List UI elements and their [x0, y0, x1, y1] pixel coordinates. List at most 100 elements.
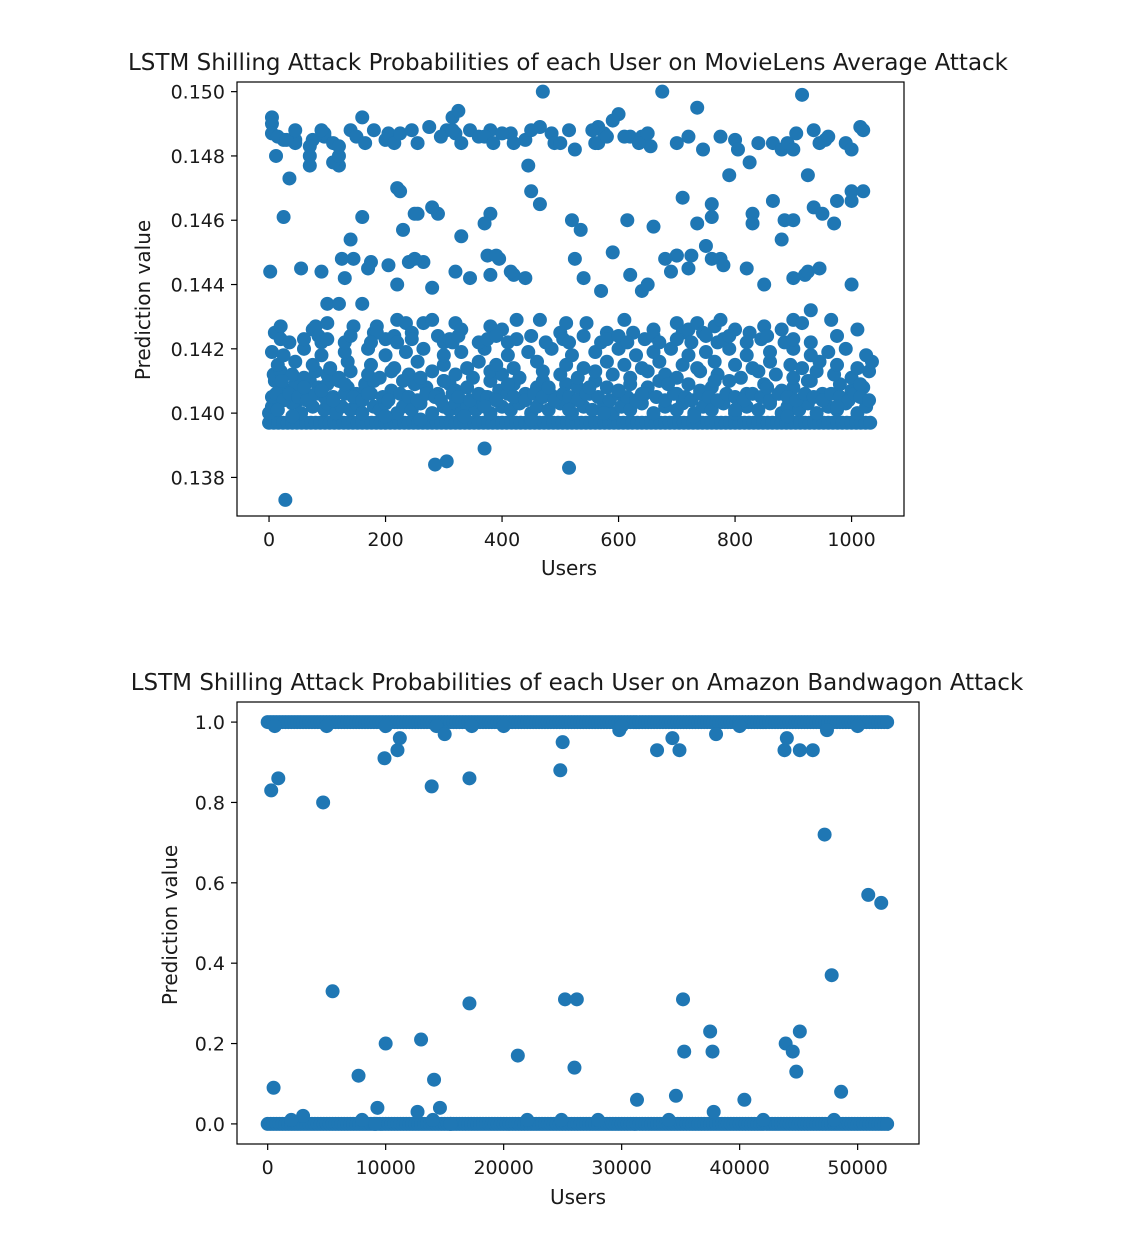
- data-point: [675, 190, 690, 205]
- data-point: [398, 345, 413, 360]
- data-point: [786, 332, 801, 347]
- data-point: [681, 129, 696, 144]
- data-point: [643, 139, 658, 154]
- data-point: [803, 335, 818, 350]
- data-point: [325, 984, 340, 999]
- data-point: [707, 354, 722, 369]
- data-point: [433, 393, 448, 408]
- data-point: [351, 1068, 366, 1083]
- data-point: [880, 715, 895, 730]
- data-point: [562, 460, 577, 475]
- data-point: [288, 123, 303, 138]
- data-point: [390, 335, 405, 350]
- points-layer: [260, 715, 895, 1131]
- x-tick-label: 10000: [355, 1157, 415, 1179]
- data-point: [361, 386, 376, 401]
- data-point: [850, 361, 865, 376]
- data-point: [800, 373, 815, 388]
- data-point: [634, 361, 649, 376]
- data-point: [396, 373, 411, 388]
- data-point: [620, 335, 635, 350]
- data-point: [745, 206, 760, 221]
- data-point: [424, 779, 439, 794]
- data-point: [267, 719, 282, 734]
- data-point: [730, 142, 745, 157]
- data-point: [620, 213, 635, 228]
- data-point: [704, 197, 719, 212]
- data-point: [663, 264, 678, 279]
- data-point: [665, 731, 680, 746]
- data-point: [483, 373, 498, 388]
- data-point: [425, 364, 440, 379]
- data-point: [279, 132, 294, 147]
- data-point: [830, 357, 845, 372]
- data-point: [271, 771, 286, 786]
- data-point: [518, 271, 533, 286]
- x-tick-label: 50000: [827, 1157, 887, 1179]
- data-point: [404, 332, 419, 347]
- data-point: [821, 345, 836, 360]
- data-point: [722, 373, 737, 388]
- data-point: [817, 827, 832, 842]
- data-point: [532, 312, 547, 327]
- data-point: [856, 123, 871, 138]
- data-point: [850, 322, 865, 337]
- data-point: [477, 399, 492, 414]
- data-point: [366, 123, 381, 138]
- data-point: [824, 312, 839, 327]
- y-axis-label: Prediction value: [131, 220, 155, 380]
- data-point: [617, 357, 632, 372]
- data-point: [617, 312, 632, 327]
- points-layer: [262, 84, 879, 507]
- y-tick-label: 0.138: [171, 467, 225, 489]
- data-point: [436, 357, 451, 372]
- data-point: [631, 136, 646, 151]
- data-point: [844, 277, 859, 292]
- data-point: [707, 373, 722, 388]
- data-point: [617, 129, 632, 144]
- data-point: [728, 402, 743, 417]
- data-point: [506, 136, 521, 151]
- data-point: [355, 1112, 370, 1127]
- data-point: [314, 348, 329, 363]
- data-point: [451, 390, 466, 405]
- data-point: [273, 319, 288, 334]
- data-point: [278, 492, 293, 507]
- data-point: [425, 406, 440, 421]
- data-point: [830, 399, 845, 414]
- data-point: [614, 719, 629, 734]
- data-point: [378, 409, 393, 424]
- data-point: [559, 316, 574, 331]
- data-point: [690, 216, 705, 231]
- x-tick-label: 1000: [827, 529, 875, 551]
- data-point: [809, 406, 824, 421]
- data-point: [760, 380, 775, 395]
- data-point: [713, 312, 728, 327]
- data-point: [774, 322, 789, 337]
- data-point: [777, 743, 792, 758]
- data-point: [263, 264, 278, 279]
- data-point: [282, 171, 297, 186]
- data-point: [789, 126, 804, 141]
- chart-title: LSTM Shilling Attack Probabilities of ea…: [128, 50, 1009, 76]
- data-point: [266, 1080, 281, 1095]
- data-point: [425, 1112, 440, 1127]
- data-point: [681, 348, 696, 363]
- data-point: [634, 386, 649, 401]
- y-ticks: 0.138 0.140 0.142 0.144 0.146 0.148 0.150: [171, 82, 237, 489]
- data-point: [305, 357, 320, 372]
- data-point: [681, 377, 696, 392]
- data-point: [655, 84, 670, 99]
- data-point: [314, 123, 329, 138]
- data-point: [830, 193, 845, 208]
- data-point: [669, 332, 684, 347]
- data-point: [316, 795, 331, 810]
- data-point: [524, 184, 539, 199]
- data-point: [795, 87, 810, 102]
- data-point: [410, 136, 425, 151]
- data-point: [850, 719, 865, 734]
- data-point: [368, 1116, 383, 1131]
- data-point: [425, 280, 440, 295]
- data-point: [361, 261, 376, 276]
- data-point: [705, 1044, 720, 1059]
